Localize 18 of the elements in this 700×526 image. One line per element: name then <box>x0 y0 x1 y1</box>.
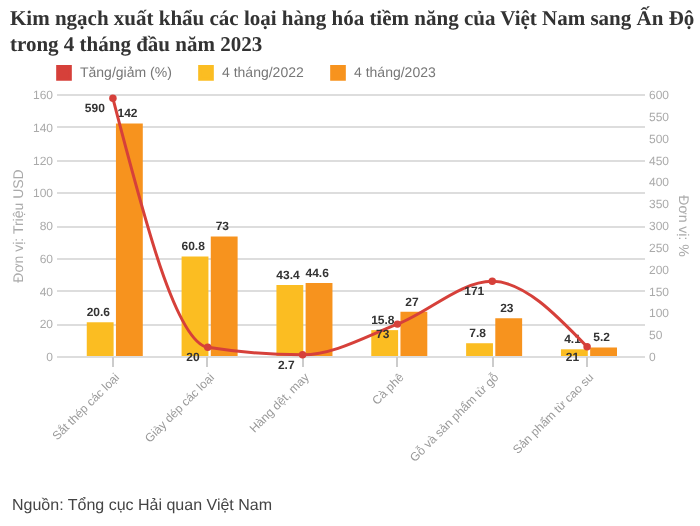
bar <box>181 256 209 356</box>
bar <box>466 343 493 356</box>
point <box>298 351 307 359</box>
bar <box>495 318 523 356</box>
bar <box>115 123 143 356</box>
point <box>583 343 591 351</box>
bar <box>210 236 238 356</box>
bar <box>305 282 333 356</box>
bar <box>590 347 617 356</box>
bar <box>400 311 428 356</box>
point <box>204 343 212 351</box>
chart-title: Kim ngạch xuất khẩu các loại hàng hóa tiềm năng của Việt Nam sang Ấn Độ trong 4 tháng đầu năm 2023 <box>9 5 695 57</box>
point <box>109 94 117 103</box>
text: Nguồn: Tổng cục Hải quan Việt Nam <box>10 496 275 514</box>
point <box>488 277 496 286</box>
bar <box>276 284 304 356</box>
point <box>393 320 402 328</box>
bar <box>86 322 114 356</box>
